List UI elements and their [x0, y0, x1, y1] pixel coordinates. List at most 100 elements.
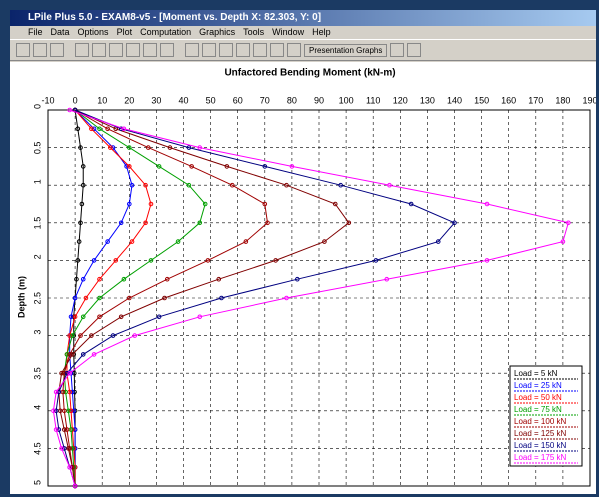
title-bar: LPile Plus 5.0 - EXAM8-v5 - [Moment vs. … — [10, 10, 596, 26]
series-line — [58, 109, 350, 487]
menu-item[interactable]: Graphics — [199, 27, 236, 37]
menu-item[interactable]: Computation — [140, 27, 192, 37]
menu-item[interactable]: Plot — [116, 27, 133, 37]
tool-button[interactable] — [253, 43, 267, 57]
tool-button[interactable] — [16, 43, 30, 57]
point-marker — [89, 333, 94, 338]
point-marker — [289, 164, 295, 169]
chart-title: Unfactored Bending Moment (kN-m) — [224, 68, 395, 79]
point-marker — [284, 182, 289, 188]
menu-item[interactable]: Tools — [243, 27, 265, 37]
point-marker — [67, 352, 72, 357]
tool-button[interactable] — [143, 43, 157, 57]
tool-button[interactable] — [236, 43, 250, 57]
point-marker — [91, 258, 97, 263]
x-tick-label: 50 — [206, 95, 216, 105]
point-marker — [97, 126, 102, 132]
window: LPile Plus 5.0 - EXAM8-v5 - [Moment vs. … — [10, 10, 596, 494]
point-marker — [484, 258, 490, 263]
tool-button[interactable] — [270, 43, 284, 57]
point-marker — [53, 389, 59, 395]
point-marker — [70, 389, 75, 395]
tool-button[interactable] — [126, 43, 140, 57]
menu-item[interactable]: Help — [312, 27, 331, 37]
point-marker — [162, 295, 167, 301]
point-marker — [384, 276, 390, 282]
series-line — [62, 109, 269, 487]
tool-button[interactable] — [407, 43, 422, 57]
tool-button[interactable] — [202, 43, 216, 57]
point-marker — [127, 164, 132, 169]
point-marker — [78, 220, 83, 226]
tool-button[interactable] — [92, 43, 106, 57]
legend-label: Load = 150 kN — [514, 441, 566, 450]
point-marker — [148, 201, 154, 207]
point-marker — [129, 182, 135, 188]
toolbar: Presentation Graphs — [10, 39, 596, 61]
point-marker — [64, 370, 70, 376]
point-marker — [127, 145, 132, 150]
point-marker — [91, 126, 97, 132]
tool-button[interactable] — [287, 43, 301, 57]
menu-item[interactable]: Data — [50, 27, 70, 37]
y-tick-label: 3.5 — [32, 367, 42, 380]
point-marker — [118, 314, 124, 320]
point-marker — [121, 126, 127, 132]
point-marker — [61, 427, 67, 432]
y-tick-label: 3 — [32, 330, 42, 335]
menu-item[interactable]: Window — [272, 27, 305, 37]
x-tick-label: 80 — [287, 95, 297, 105]
x-tick-label: 160 — [501, 95, 516, 105]
tool-button[interactable] — [50, 43, 64, 57]
point-marker — [118, 220, 124, 226]
legend-label: Load = 175 kN — [514, 453, 566, 462]
point-marker — [175, 239, 181, 244]
y-tick-label: 2.5 — [32, 292, 42, 305]
point-marker — [80, 164, 86, 169]
tool-button[interactable] — [219, 43, 233, 57]
point-marker — [127, 201, 132, 207]
series-line — [66, 109, 152, 486]
point-marker — [80, 352, 86, 357]
tool-button[interactable] — [75, 43, 89, 57]
x-tick-label: 190 — [582, 95, 596, 105]
tool-button[interactable] — [109, 43, 123, 57]
point-marker — [143, 182, 148, 188]
point-marker — [197, 220, 203, 226]
presentation-graphs-button[interactable]: Presentation Graphs — [304, 43, 388, 57]
x-tick-label: 150 — [474, 95, 489, 105]
point-marker — [61, 370, 67, 376]
tool-button[interactable] — [33, 43, 47, 57]
point-marker — [70, 352, 75, 357]
point-marker — [145, 145, 151, 150]
point-marker — [167, 145, 173, 150]
point-marker — [76, 239, 82, 244]
x-tick-label: 20 — [124, 95, 134, 105]
x-tick-label: 30 — [151, 95, 161, 105]
menu-item[interactable]: File — [28, 27, 43, 37]
point-marker — [97, 314, 102, 320]
point-marker — [56, 389, 62, 395]
point-marker — [75, 126, 81, 132]
point-marker — [72, 295, 78, 301]
menu-item[interactable]: Options — [77, 27, 109, 37]
point-marker — [197, 145, 203, 150]
point-marker — [186, 182, 192, 188]
tool-button[interactable] — [160, 43, 174, 57]
tool-button[interactable] — [390, 43, 405, 57]
point-marker — [216, 276, 222, 282]
point-marker — [80, 314, 86, 320]
x-tick-label: 60 — [233, 95, 243, 105]
point-marker — [452, 220, 457, 226]
x-tick-label: 0 — [73, 95, 78, 105]
x-tick-label: 40 — [178, 95, 188, 105]
point-marker — [202, 201, 208, 207]
tool-button[interactable] — [185, 43, 199, 57]
point-marker — [91, 352, 97, 357]
x-tick-label: 70 — [260, 95, 270, 105]
series-line — [63, 109, 206, 487]
point-marker — [189, 164, 194, 169]
legend-label: Load = 125 kN — [514, 429, 566, 438]
x-tick-label: 100 — [339, 95, 354, 105]
x-tick-label: 140 — [447, 95, 462, 105]
